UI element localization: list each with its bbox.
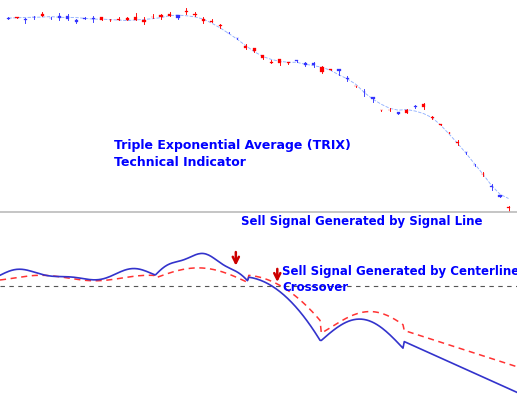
Text: Sell Signal Generated by Signal Line: Sell Signal Generated by Signal Line [241,215,482,228]
Bar [346,78,349,79]
Bar [143,20,146,22]
Bar [269,62,273,63]
Bar [278,59,281,63]
Bar [126,18,129,20]
Bar [168,14,171,16]
Bar [431,117,434,118]
Bar [202,20,205,21]
Bar [371,97,374,99]
Bar [193,14,196,15]
Bar [312,63,315,65]
Bar [41,14,44,16]
Bar [405,110,408,113]
Bar [244,46,248,48]
Bar [422,103,425,107]
Text: Triple Exponential Average (TRIX)
Technical Indicator: Triple Exponential Average (TRIX) Techni… [114,138,351,168]
Bar [439,124,443,125]
Bar [295,60,298,61]
Bar [32,17,36,18]
Bar [498,195,501,197]
Bar [58,16,61,18]
Bar [24,19,27,20]
Bar [117,19,120,20]
Bar [100,18,103,20]
Bar [507,207,510,208]
Bar [397,112,400,114]
Bar [66,16,69,18]
Bar [261,55,264,58]
Bar [92,18,95,20]
Bar [7,18,10,19]
Bar [134,17,137,20]
Bar [414,106,417,107]
Bar [159,15,163,18]
Bar [338,69,341,71]
Bar [321,67,324,72]
Text: Sell Signal Generated by Centerline
Crossover: Sell Signal Generated by Centerline Cros… [282,265,517,294]
Bar [490,186,493,187]
Bar [456,142,459,143]
Bar [176,15,179,18]
Bar [83,18,86,19]
Bar [253,48,256,51]
Bar [74,20,78,22]
Bar [303,63,307,65]
Bar [219,25,222,26]
Bar [185,11,188,12]
